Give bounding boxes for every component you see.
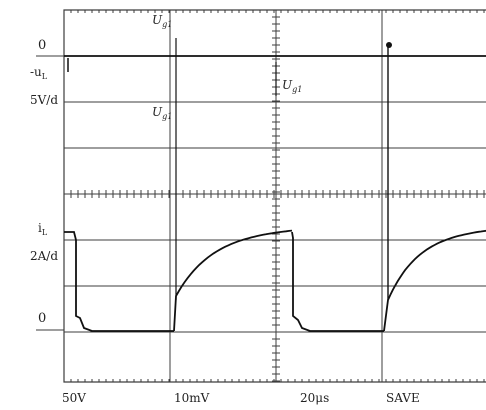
lower-trace-name-subscript: L [42, 228, 48, 237]
upper-trace-name-subscript: L [42, 72, 48, 81]
footer-timebase: 20μs [300, 391, 329, 405]
lower-zero-label: 0 [38, 311, 46, 326]
lower-trace-segment-2 [173, 229, 293, 332]
annotation-ug1-right-subscript: g1 [292, 85, 302, 94]
lower-trace-name-text: i [38, 221, 42, 235]
annotation-ug1-right-text: U [282, 78, 293, 92]
lower-trace-segment-3 [291, 231, 384, 332]
traces [64, 38, 486, 332]
graticule [36, 9, 486, 383]
annotation-ug1-left-subscript: g1 [162, 112, 172, 121]
upper-trace-name-text: -u [30, 65, 42, 79]
footer-volts-ch2: 10mV [174, 391, 210, 405]
lower-trace-name: iL [38, 221, 48, 237]
footer-volts-ch1: 50V [62, 391, 86, 405]
annotation-ug1-top-subscript: g1 [162, 20, 172, 29]
annotation-ug1-top-text: U [152, 13, 163, 27]
upper-zero-label: 0 [38, 38, 46, 53]
upper-trace-pulse-marker [386, 42, 392, 48]
footer-save-status: SAVE [386, 391, 420, 405]
annotation-ug1-top: Ug1 [152, 13, 172, 29]
annotation-ug1-right: Ug1 [282, 78, 302, 94]
upper-scale-label: 5V/d [30, 93, 58, 107]
lower-scale-label: 2A/d [30, 249, 58, 263]
graticule-border [63, 9, 486, 383]
lower-trace-segment-1 [64, 231, 174, 332]
upper-trace-name: -uL [30, 65, 48, 81]
lower-trace-segment-4 [383, 229, 486, 332]
annotation-ug1-left-text: U [152, 105, 163, 119]
annotation-ug1-left: Ug1 [152, 105, 172, 121]
